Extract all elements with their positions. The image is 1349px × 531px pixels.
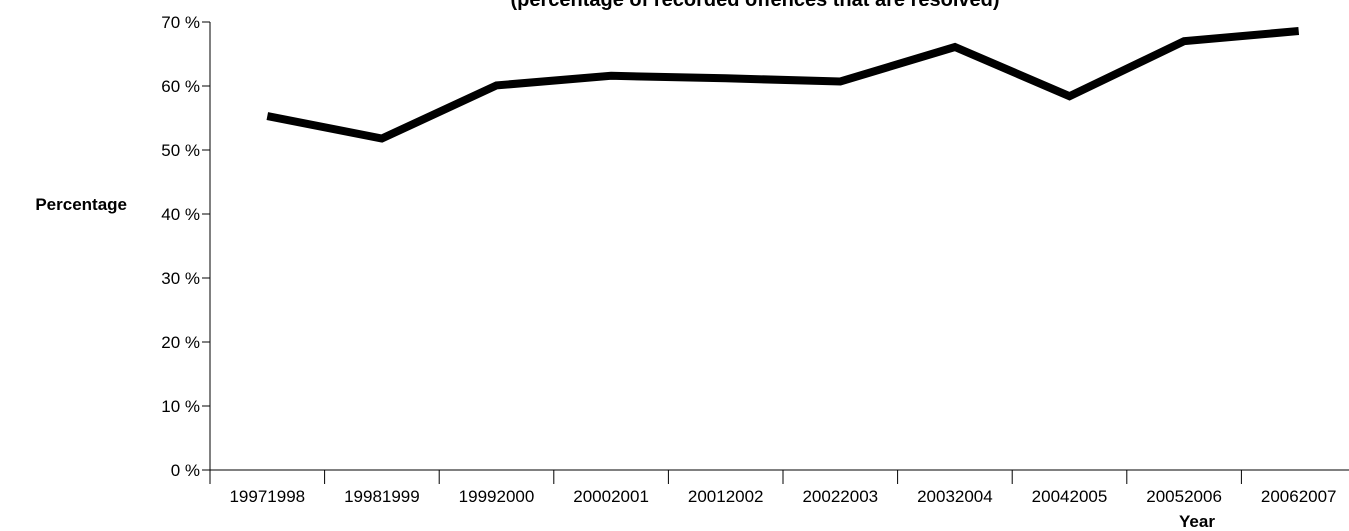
y-axis-label: Percentage [35, 195, 127, 214]
x-tick-label: 20052006 [1146, 487, 1222, 506]
x-axis: 19971998 19981999 19992000 20002001 20012002… [209, 469, 1349, 506]
x-tick-label: 20042005 [1032, 487, 1108, 506]
x-tick-label: 20002001 [573, 487, 649, 506]
y-tick-label: 10 % [161, 397, 200, 416]
y-tick-label: 70 % [161, 13, 200, 32]
y-axis: 0 % 10 % 20 % 30 % 40 % 50 % 60 % 70 % [161, 13, 211, 480]
x-tick-label: 19981999 [344, 487, 420, 506]
x-tick-label: 19971998 [229, 487, 305, 506]
x-tick-label: 20062007 [1261, 487, 1337, 506]
x-tick-label: 20012002 [688, 487, 764, 506]
y-tick-label: 0 % [171, 461, 200, 480]
series-line [266, 27, 1300, 143]
y-tick-label: 50 % [161, 141, 200, 160]
x-axis-label: Year [1179, 512, 1215, 531]
y-tick-label: 40 % [161, 205, 200, 224]
series-layer [266, 27, 1300, 143]
x-tick-label: 20022003 [802, 487, 878, 506]
chart-title: (percentage of recorded offences that ar… [510, 0, 999, 11]
x-tick-label: 19992000 [459, 487, 535, 506]
x-tick-label: 20032004 [917, 487, 993, 506]
y-tick-label: 20 % [161, 333, 200, 352]
y-tick-label: 60 % [161, 77, 200, 96]
y-tick-label: 30 % [161, 269, 200, 288]
